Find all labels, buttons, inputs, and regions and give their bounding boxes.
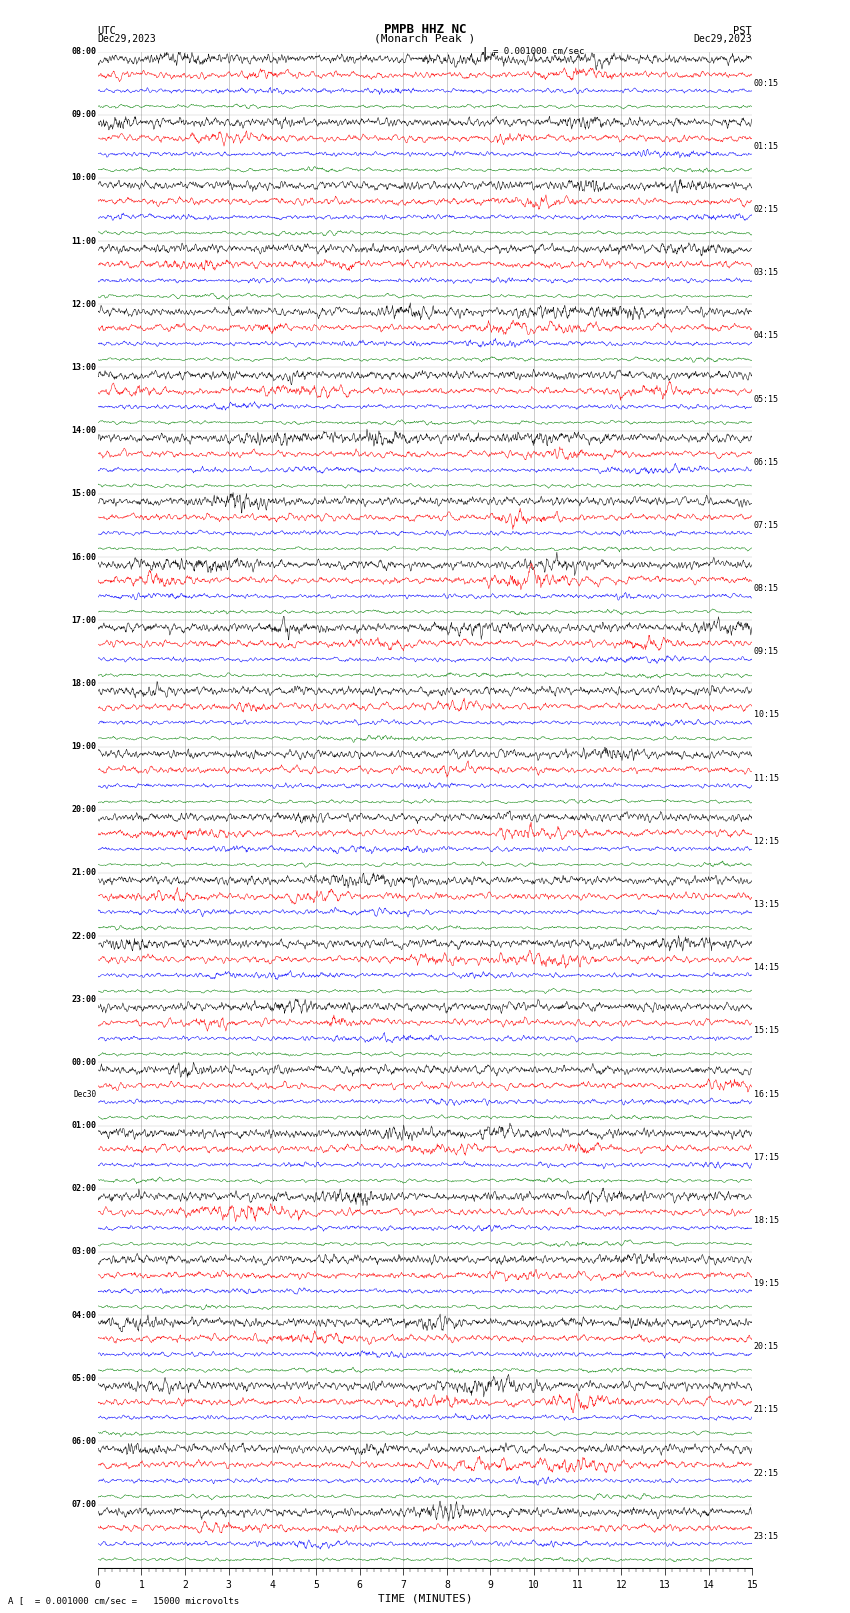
Text: 11:15: 11:15	[754, 774, 779, 782]
Text: 01:15: 01:15	[754, 142, 779, 152]
Text: |: |	[480, 47, 489, 61]
Text: Dec29,2023: Dec29,2023	[694, 34, 752, 44]
Text: 07:15: 07:15	[754, 521, 779, 531]
Text: 09:15: 09:15	[754, 647, 779, 656]
Text: 21:00: 21:00	[71, 868, 96, 877]
Text: 16:15: 16:15	[754, 1089, 779, 1098]
Text: Dec30: Dec30	[73, 1089, 96, 1098]
Text: 04:00: 04:00	[71, 1311, 96, 1319]
Text: 13:00: 13:00	[71, 363, 96, 373]
Text: (Monarch Peak ): (Monarch Peak )	[374, 34, 476, 44]
Text: 05:15: 05:15	[754, 395, 779, 403]
Text: 19:00: 19:00	[71, 742, 96, 752]
Text: 21:15: 21:15	[754, 1405, 779, 1415]
Text: 11:00: 11:00	[71, 237, 96, 245]
Text: 02:15: 02:15	[754, 205, 779, 215]
X-axis label: TIME (MINUTES): TIME (MINUTES)	[377, 1594, 473, 1603]
Text: 23:15: 23:15	[754, 1532, 779, 1540]
Text: PMPB HHZ NC: PMPB HHZ NC	[383, 23, 467, 37]
Text: 14:15: 14:15	[754, 963, 779, 973]
Text: 17:15: 17:15	[754, 1153, 779, 1161]
Text: = 0.001000 cm/sec: = 0.001000 cm/sec	[493, 47, 584, 56]
Text: 18:15: 18:15	[754, 1216, 779, 1224]
Text: PST: PST	[734, 26, 752, 37]
Text: 06:00: 06:00	[71, 1437, 96, 1445]
Text: 18:00: 18:00	[71, 679, 96, 687]
Text: 15:15: 15:15	[754, 1026, 779, 1036]
Text: 04:15: 04:15	[754, 331, 779, 340]
Text: 00:15: 00:15	[754, 79, 779, 87]
Text: 22:15: 22:15	[754, 1468, 779, 1478]
Text: 10:15: 10:15	[754, 710, 779, 719]
Text: Dec29,2023: Dec29,2023	[98, 34, 156, 44]
Text: 16:00: 16:00	[71, 553, 96, 561]
Text: 14:00: 14:00	[71, 426, 96, 436]
Text: 02:00: 02:00	[71, 1184, 96, 1194]
Text: 10:00: 10:00	[71, 174, 96, 182]
Text: 03:15: 03:15	[754, 268, 779, 277]
Text: A [  = 0.001000 cm/sec =   15000 microvolts: A [ = 0.001000 cm/sec = 15000 microvolts	[8, 1595, 240, 1605]
Text: 08:00: 08:00	[71, 47, 96, 56]
Text: 13:15: 13:15	[754, 900, 779, 910]
Text: 07:00: 07:00	[71, 1500, 96, 1510]
Text: 20:00: 20:00	[71, 805, 96, 815]
Text: 12:00: 12:00	[71, 300, 96, 308]
Text: 17:00: 17:00	[71, 616, 96, 624]
Text: 09:00: 09:00	[71, 110, 96, 119]
Text: 22:00: 22:00	[71, 932, 96, 940]
Text: 12:15: 12:15	[754, 837, 779, 845]
Text: 23:00: 23:00	[71, 995, 96, 1003]
Text: 00:00: 00:00	[71, 1058, 96, 1066]
Text: UTC: UTC	[98, 26, 116, 37]
Text: 08:15: 08:15	[754, 584, 779, 594]
Text: 03:00: 03:00	[71, 1247, 96, 1257]
Text: 01:00: 01:00	[71, 1121, 96, 1131]
Text: 20:15: 20:15	[754, 1342, 779, 1352]
Text: 06:15: 06:15	[754, 458, 779, 466]
Text: 19:15: 19:15	[754, 1279, 779, 1289]
Text: 15:00: 15:00	[71, 489, 96, 498]
Text: 05:00: 05:00	[71, 1374, 96, 1382]
